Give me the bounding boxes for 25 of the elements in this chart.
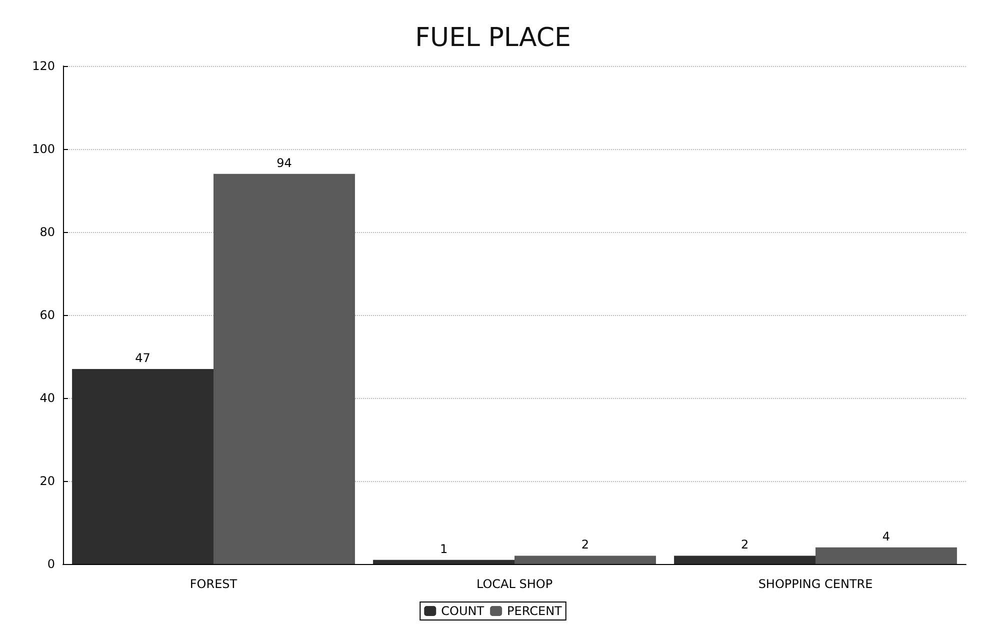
- data-label: 47: [135, 350, 150, 365]
- data-label: 2: [740, 538, 749, 552]
- bar: [674, 556, 816, 564]
- legend-label: COUNT: [441, 604, 485, 618]
- data-label: 1: [440, 542, 448, 556]
- legend-label: PERCENT: [507, 604, 563, 618]
- bar: [514, 556, 656, 564]
- data-label: 2: [581, 538, 590, 552]
- x-tick-label: SHOPPING CENTRE: [758, 577, 873, 591]
- chart-title: FUEL PLACE: [415, 23, 571, 53]
- y-tick-label: 0: [47, 557, 55, 571]
- y-tick-label: 60: [40, 308, 55, 322]
- data-label: 94: [276, 156, 292, 170]
- x-tick-label: LOCAL SHOP: [476, 577, 553, 591]
- bar: [72, 368, 214, 564]
- y-tick-label: 40: [40, 391, 55, 405]
- y-tick-label: 20: [40, 474, 55, 488]
- x-tick-label: FOREST: [190, 577, 238, 591]
- bar: [214, 174, 355, 564]
- bar: [373, 560, 514, 564]
- y-tick-label: 80: [40, 225, 55, 239]
- bar: [816, 547, 957, 564]
- y-tick-label: 120: [32, 59, 55, 73]
- data-label: 4: [882, 529, 890, 544]
- y-tick-label: 100: [32, 142, 55, 156]
